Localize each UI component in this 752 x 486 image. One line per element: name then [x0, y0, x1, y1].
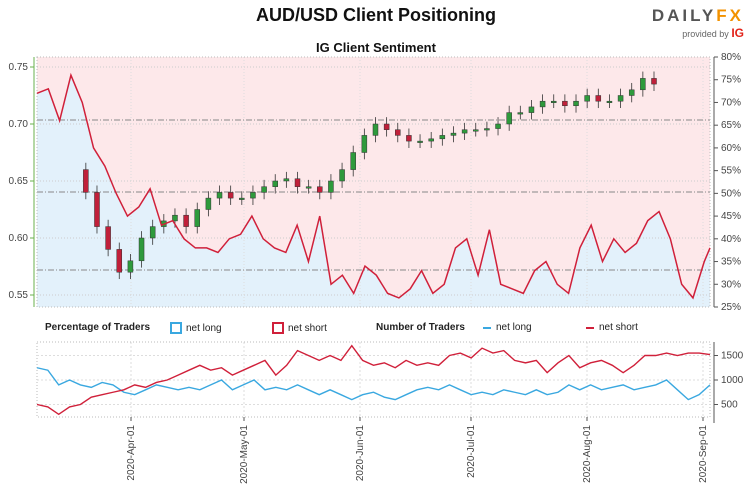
candle-body: [205, 197, 212, 210]
lower-tick-label: 1500: [721, 351, 744, 362]
right-tick-label: 60%: [721, 143, 741, 154]
candle-body: [550, 100, 557, 103]
candle-body: [328, 180, 334, 193]
x-tick-label: 2020-May-01: [239, 425, 250, 484]
candle-body: [94, 192, 100, 227]
candle-body: [227, 192, 234, 199]
candle-body: [584, 95, 590, 102]
candle-body: [149, 226, 156, 239]
left-tick-label: 0.55: [9, 290, 29, 301]
net-long-count-line: [36, 367, 711, 401]
candle-body: [83, 169, 89, 193]
right-tick-label: 50%: [721, 188, 741, 199]
x-tick-label: 2020-Sep-01: [698, 425, 709, 483]
legend-pct-short: net short: [272, 322, 327, 334]
legend-pct-label: Percentage of Traders: [45, 322, 151, 333]
x-tick-label: 2020-Jul-01: [466, 425, 477, 478]
candle-body: [428, 138, 434, 142]
legend-num-long: net long: [483, 322, 532, 333]
left-tick-label: 0.75: [9, 62, 29, 73]
candle-body: [116, 249, 123, 273]
candle-body: [595, 95, 602, 102]
candle-body: [450, 132, 457, 136]
right-tick-label: 80%: [721, 52, 741, 63]
logo-brand-b: FX: [716, 6, 744, 25]
candle-body: [517, 112, 524, 115]
candle-body: [339, 169, 345, 182]
candle-body: [651, 78, 657, 85]
right-tick-label: 35%: [721, 257, 741, 268]
candle-body: [305, 186, 312, 189]
candle-body: [372, 123, 379, 136]
candle-body: [261, 186, 267, 193]
x-tick-label: 2020-Apr-01: [126, 425, 137, 481]
candle-body: [350, 152, 356, 170]
net-short-count-line: [36, 344, 711, 416]
candle-body: [640, 78, 646, 91]
logo-brand-a: DAILY: [651, 6, 717, 25]
logo-ig: IG: [731, 26, 744, 40]
legend-num-label: Number of Traders: [376, 322, 465, 333]
candle-body: [395, 129, 401, 136]
candle-body: [628, 89, 635, 96]
net-short-pct-line: [36, 72, 711, 300]
right-tick-label: 30%: [721, 279, 741, 290]
candle-body: [138, 237, 145, 262]
candle-body: [573, 100, 579, 107]
right-tick-label: 40%: [721, 234, 741, 245]
left-tick-label: 0.65: [9, 176, 29, 187]
right-tick-label: 65%: [721, 120, 741, 131]
candle-body: [406, 135, 412, 142]
candle-body: [473, 129, 479, 132]
legend-num-short: net short: [586, 322, 638, 333]
right-tick-label: 45%: [721, 211, 741, 222]
candle-body: [606, 100, 613, 103]
candle-body: [216, 192, 223, 199]
right-tick-label: 25%: [721, 302, 741, 313]
right-tick-label: 75%: [721, 75, 741, 86]
candle-body: [484, 128, 490, 131]
candle-body: [617, 95, 624, 102]
dailyfx-logo: DAILYFX provided by IG: [652, 6, 744, 40]
candle-body: [294, 178, 301, 187]
candle-body: [239, 197, 245, 200]
candle-body: [562, 100, 568, 107]
candle-body: [506, 112, 512, 125]
net-long-area: [37, 75, 710, 307]
candle-body: [317, 186, 323, 193]
candle-body: [250, 192, 256, 199]
candle-body: [383, 123, 390, 130]
candle-body: [461, 129, 468, 134]
candle-body: [439, 135, 446, 140]
candle-body: [361, 135, 368, 153]
chart-title: AUD/USD Client Positioning: [256, 5, 496, 25]
x-tick-label: 2020-Aug-01: [582, 425, 593, 483]
candle-body: [183, 214, 189, 227]
candle-body: [528, 106, 535, 113]
lower-tick-label: 1000: [721, 375, 744, 386]
chart-subtitle: IG Client Sentiment: [316, 40, 436, 55]
candle-body: [495, 123, 501, 129]
candle-body: [105, 226, 111, 250]
x-tick-label: 2020-Jun-01: [355, 425, 366, 482]
lower-tick-label: 500: [721, 400, 738, 411]
candle-body: [417, 140, 423, 143]
plot-border: [36, 56, 711, 308]
left-tick-label: 0.70: [9, 119, 29, 130]
logo-provided: provided by: [682, 29, 729, 39]
candle-body: [172, 214, 178, 222]
candle-body: [283, 178, 290, 182]
right-tick-label: 70%: [721, 97, 741, 108]
candle-body: [127, 260, 134, 273]
right-tick-label: 55%: [721, 166, 741, 177]
left-tick-label: 0.60: [9, 233, 29, 244]
candle-body: [272, 180, 278, 187]
candle-body: [194, 209, 200, 227]
legend-pct-long: net long: [170, 322, 222, 334]
candle-body: [539, 100, 546, 108]
